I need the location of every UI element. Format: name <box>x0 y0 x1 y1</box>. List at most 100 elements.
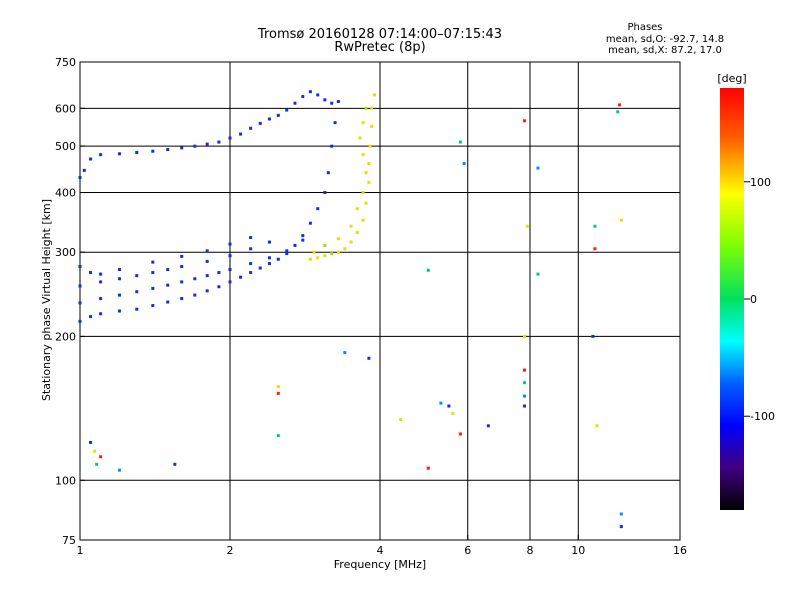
data-point <box>180 280 184 284</box>
data-point <box>355 230 359 234</box>
data-point <box>99 297 103 301</box>
data-point <box>205 274 209 278</box>
data-point <box>89 271 93 275</box>
data-point <box>151 149 155 153</box>
data-point <box>117 152 121 156</box>
data-point <box>78 319 82 323</box>
data-point <box>193 277 197 281</box>
data-point <box>330 144 334 148</box>
x-tick-label: 4 <box>377 544 384 557</box>
data-point <box>267 262 271 266</box>
data-point <box>249 236 253 240</box>
y-tick-label: 600 <box>55 102 76 115</box>
data-point <box>285 252 289 256</box>
data-point <box>293 101 297 105</box>
y-tick-label: 400 <box>55 186 76 199</box>
colorbar-tick-label: 100 <box>750 176 771 189</box>
data-point <box>180 146 184 150</box>
data-point <box>523 404 527 408</box>
data-point <box>361 218 365 222</box>
x-tick-label: 1 <box>77 544 84 557</box>
data-point <box>486 424 490 428</box>
data-point <box>166 148 170 152</box>
x-tick-label: 8 <box>527 544 534 557</box>
data-point <box>173 462 177 466</box>
data-point <box>151 304 155 308</box>
data-point <box>135 307 139 311</box>
data-point <box>267 256 271 260</box>
data-point <box>249 262 253 266</box>
chart-subtitle: RwPretec (8p) <box>334 40 425 55</box>
data-point <box>301 95 305 99</box>
data-point <box>267 117 271 121</box>
data-point <box>330 101 334 105</box>
data-point <box>308 257 312 261</box>
data-point <box>370 106 374 110</box>
data-point <box>276 113 280 117</box>
data-point <box>99 272 103 276</box>
data-point <box>276 391 280 395</box>
data-point <box>343 247 347 251</box>
data-point <box>316 256 320 260</box>
data-point <box>151 260 155 264</box>
data-point <box>89 315 93 319</box>
data-point <box>336 100 340 104</box>
data-point <box>619 512 623 516</box>
data-point <box>523 394 527 398</box>
y-tick-label: 200 <box>55 330 76 343</box>
x-tick-label: 2 <box>227 544 234 557</box>
x-tick-label: 10 <box>571 544 585 557</box>
data-point <box>619 218 623 222</box>
data-point <box>343 351 347 355</box>
colorbar-tick-label: 0 <box>750 293 757 306</box>
y-axis-label: Stationary phase Virtual Height [km] <box>40 199 53 401</box>
data-point <box>205 289 209 293</box>
data-point <box>180 265 184 269</box>
data-point <box>336 250 340 254</box>
data-point <box>536 272 540 276</box>
data-point <box>462 161 466 165</box>
data-point <box>205 142 209 146</box>
data-point <box>593 247 597 251</box>
data-point <box>593 224 597 228</box>
data-point <box>193 144 197 148</box>
colorbar-ticks: 100 0 -100 <box>744 176 775 423</box>
data-point <box>249 126 253 130</box>
data-point <box>267 240 271 244</box>
data-point <box>358 136 362 140</box>
colorbar-tick-label: -100 <box>750 410 775 423</box>
data-point <box>323 254 327 258</box>
data-point <box>536 166 540 170</box>
data-point <box>135 150 139 154</box>
data-point <box>151 271 155 275</box>
data-point <box>458 140 462 144</box>
data-point <box>330 252 334 256</box>
data-point <box>301 238 305 242</box>
colorbar <box>720 88 744 510</box>
data-point <box>217 285 221 289</box>
data-point <box>228 280 232 284</box>
data-point <box>89 157 93 161</box>
data-point <box>316 93 320 97</box>
data-point <box>447 404 451 408</box>
data-point <box>308 221 312 225</box>
y-tick-label: 75 <box>62 534 76 547</box>
data-point <box>166 283 170 287</box>
x-tick-label: 6 <box>464 544 471 557</box>
data-point <box>451 411 455 415</box>
chart-title: Tromsø 20160128 07:14:00–07:15:43 <box>257 27 502 42</box>
data-point <box>117 309 121 313</box>
data-point <box>349 240 353 244</box>
y-axis-ticks: 75 100 200 300 400 500 600 750 <box>55 56 85 547</box>
data-point <box>591 334 595 338</box>
data-point <box>361 190 365 194</box>
data-point <box>117 468 121 472</box>
data-point <box>326 171 330 175</box>
data-point <box>312 250 316 254</box>
data-point <box>135 290 139 294</box>
phases-o-mode: mean, sd,O: -92.7, 14.8 <box>606 34 724 45</box>
data-point <box>180 297 184 301</box>
data-point <box>349 224 353 228</box>
data-point <box>293 243 297 247</box>
data-points <box>78 90 623 529</box>
